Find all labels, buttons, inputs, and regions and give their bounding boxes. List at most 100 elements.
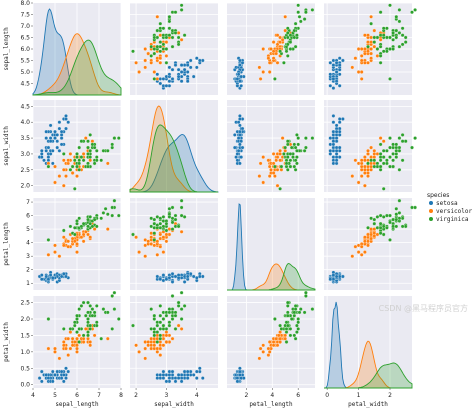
point-versicolor <box>134 60 138 65</box>
point-setosa <box>173 376 178 380</box>
point-virginica <box>391 217 395 222</box>
point-versicolor <box>381 139 386 144</box>
point-setosa <box>238 79 242 84</box>
point-setosa <box>158 277 163 282</box>
point-virginica <box>413 205 417 210</box>
point-setosa <box>167 373 172 377</box>
point-virginica <box>167 320 172 325</box>
point-versicolor <box>146 239 151 244</box>
point-setosa <box>328 83 333 88</box>
point-versicolor <box>274 336 279 341</box>
point-versicolor <box>61 167 66 172</box>
point-virginica <box>167 310 172 315</box>
point-versicolor <box>149 235 154 240</box>
point-setosa <box>239 155 244 159</box>
point-setosa <box>57 126 62 131</box>
point-versicolor <box>66 244 71 249</box>
point-virginica <box>86 217 90 222</box>
point-versicolor <box>274 158 279 163</box>
point-setosa <box>53 136 57 140</box>
point-virginica <box>90 313 95 318</box>
point-virginica <box>400 33 405 38</box>
point-virginica <box>394 35 399 40</box>
point-virginica <box>68 327 73 331</box>
point-virginica <box>158 40 163 44</box>
point-versicolor <box>179 229 184 234</box>
point-virginica <box>375 35 380 40</box>
point-versicolor <box>261 155 266 159</box>
point-versicolor <box>356 70 361 74</box>
point-versicolor <box>278 40 282 44</box>
point-setosa <box>170 373 175 377</box>
point-versicolor <box>275 42 280 47</box>
point-setosa <box>39 273 44 277</box>
point-virginica <box>86 320 90 325</box>
point-versicolor <box>266 353 271 357</box>
y-axis-label: petal_length <box>3 222 10 266</box>
point-setosa <box>50 148 55 153</box>
point-versicolor <box>372 234 377 238</box>
point-virginica <box>152 330 157 334</box>
legend-label-versicolor: versicolor <box>436 208 473 215</box>
point-setosa <box>334 126 339 131</box>
point-versicolor <box>53 164 57 169</box>
point-versicolor <box>143 243 148 248</box>
point-virginica <box>413 8 417 12</box>
point-versicolor <box>278 148 282 153</box>
point-virginica <box>378 54 383 58</box>
point-versicolor <box>356 47 361 51</box>
point-virginica <box>292 142 297 147</box>
point-versicolor <box>267 340 272 344</box>
point-virginica <box>288 333 293 338</box>
point-setosa <box>66 120 71 125</box>
point-virginica <box>296 10 301 15</box>
point-virginica <box>378 142 383 147</box>
point-virginica <box>279 164 284 169</box>
point-virginica <box>86 330 90 334</box>
point-versicolor <box>53 346 57 351</box>
point-versicolor <box>369 14 373 19</box>
point-virginica <box>381 232 386 237</box>
point-virginica <box>173 313 178 318</box>
point-virginica <box>394 206 399 211</box>
point-virginica <box>292 310 297 315</box>
point-versicolor <box>350 174 355 178</box>
point-setosa <box>182 369 187 374</box>
point-virginica <box>388 47 392 51</box>
point-setosa <box>155 274 160 279</box>
point-setosa <box>164 379 169 384</box>
point-virginica <box>75 221 79 226</box>
point-virginica <box>381 161 386 166</box>
point-setosa <box>334 145 339 150</box>
point-setosa <box>64 366 68 371</box>
panel-petal_width-vs-sepal_length <box>32 290 122 388</box>
point-versicolor <box>275 60 280 65</box>
point-versicolor <box>164 232 169 237</box>
point-setosa <box>55 145 60 150</box>
x-axis-label: sepal_width <box>154 401 194 408</box>
point-versicolor <box>161 336 166 341</box>
point-virginica <box>77 161 82 166</box>
point-virginica <box>158 26 163 31</box>
point-virginica <box>94 155 99 159</box>
point-setosa <box>66 369 71 374</box>
point-virginica <box>391 152 395 156</box>
point-virginica <box>298 19 303 24</box>
panel-sepal_width-vs-petal_width <box>324 100 417 192</box>
panel-sepal_length-vs-sepal_width <box>130 2 218 95</box>
point-versicolor <box>372 148 377 153</box>
point-setosa <box>185 369 190 374</box>
point-virginica <box>279 327 284 331</box>
point-versicolor <box>257 356 262 361</box>
point-virginica <box>284 161 289 166</box>
point-versicolor <box>176 31 181 35</box>
point-virginica <box>72 323 77 328</box>
point-virginica <box>101 148 106 153</box>
point-versicolor <box>350 254 355 259</box>
point-versicolor <box>363 47 367 51</box>
point-versicolor <box>155 14 160 19</box>
point-virginica <box>388 155 392 159</box>
point-versicolor <box>105 161 110 166</box>
point-setosa <box>331 145 336 150</box>
point-virginica <box>297 14 302 19</box>
